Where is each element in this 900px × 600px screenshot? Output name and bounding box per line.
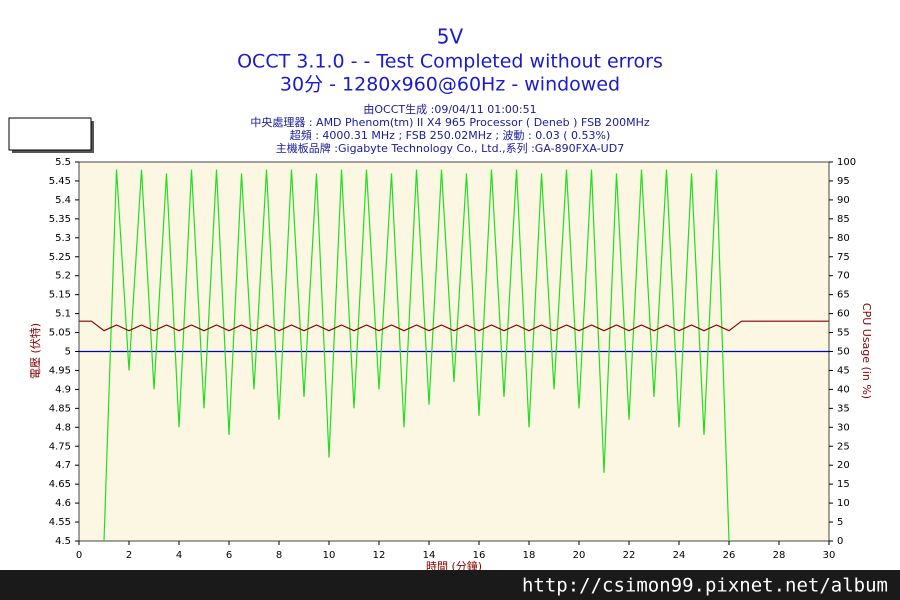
y-axis-label: 電壓 (伏特) bbox=[28, 323, 42, 379]
info-line: 由OCCT生成 :09/04/11 01:00:51 bbox=[363, 102, 536, 116]
y2-tick-label: 85 bbox=[837, 214, 850, 225]
info-line: 主機板品牌 :Gigabyte Technology Co., Ltd.,系列 … bbox=[276, 141, 624, 155]
y-tick-label: 4.95 bbox=[49, 365, 71, 376]
y-tick-label: 4.9 bbox=[55, 384, 71, 395]
y-tick-label: 5 bbox=[65, 347, 71, 358]
x-tick-label: 28 bbox=[773, 550, 786, 561]
chart-title: 5V bbox=[437, 25, 464, 49]
y-tick-label: 4.6 bbox=[55, 498, 71, 509]
y-tick-label: 4.7 bbox=[55, 460, 71, 471]
y2-tick-label: 35 bbox=[837, 403, 850, 414]
y2-tick-label: 30 bbox=[837, 422, 850, 433]
x-tick-label: 26 bbox=[723, 550, 736, 561]
watermark-bar bbox=[0, 570, 900, 600]
x-tick-label: 18 bbox=[523, 550, 536, 561]
y2-tick-label: 60 bbox=[837, 309, 850, 320]
y-tick-label: 5.15 bbox=[49, 290, 71, 301]
y-tick-label: 4.8 bbox=[55, 422, 71, 433]
y-tick-label: 4.55 bbox=[49, 517, 71, 528]
x-tick-label: 24 bbox=[673, 550, 686, 561]
y-tick-label: 4.5 bbox=[55, 536, 71, 547]
y2-tick-label: 90 bbox=[837, 195, 850, 206]
x-tick-label: 6 bbox=[226, 550, 232, 561]
y2-axis-label: CPU Usage (in %) bbox=[860, 303, 873, 399]
y2-tick-label: 100 bbox=[837, 157, 856, 168]
y-tick-label: 5.3 bbox=[55, 233, 71, 244]
x-tick-label: 10 bbox=[323, 550, 336, 561]
y-tick-label: 4.85 bbox=[49, 403, 71, 414]
y2-tick-label: 45 bbox=[837, 365, 850, 376]
info-line: 中央處理器 : AMD Phenom(tm) II X4 965 Process… bbox=[250, 115, 650, 129]
y-tick-label: 5.45 bbox=[49, 176, 71, 187]
x-tick-label: 14 bbox=[423, 550, 436, 561]
x-tick-label: 22 bbox=[623, 550, 636, 561]
y-tick-label: 5.35 bbox=[49, 214, 71, 225]
y2-tick-label: 0 bbox=[837, 536, 843, 547]
y2-tick-label: 50 bbox=[837, 347, 850, 358]
x-tick-label: 0 bbox=[76, 550, 82, 561]
x-tick-label: 2 bbox=[126, 550, 132, 561]
y2-tick-label: 5 bbox=[837, 517, 843, 528]
y2-tick-label: 80 bbox=[837, 233, 850, 244]
y-tick-label: 5.25 bbox=[49, 252, 71, 263]
y2-tick-label: 55 bbox=[837, 328, 850, 339]
series-line bbox=[79, 320, 829, 332]
x-tick-label: 4 bbox=[176, 550, 182, 561]
watermark: http://csimon99.pixnet.net/album bbox=[522, 575, 888, 597]
info-line: 超頻 : 4000.31 MHz ; FSB 250.02MHz ; 波動 : … bbox=[290, 128, 611, 142]
x-tick-label: 8 bbox=[276, 550, 282, 561]
y-tick-label: 5.5 bbox=[55, 157, 71, 168]
y2-tick-label: 20 bbox=[837, 460, 850, 471]
y-tick-label: 5.1 bbox=[55, 309, 71, 320]
y-tick-label: 4.75 bbox=[49, 441, 71, 452]
x-tick-label: 12 bbox=[373, 550, 386, 561]
legend bbox=[8, 117, 92, 151]
y2-tick-label: 25 bbox=[837, 441, 850, 452]
chart-subtitle: 30分 - 1280x960@60Hz - windowed bbox=[280, 74, 620, 96]
x-tick-label: 16 bbox=[473, 550, 486, 561]
x-tick-label: 20 bbox=[573, 550, 586, 561]
x-tick-label: 30 bbox=[823, 550, 836, 561]
y2-tick-label: 40 bbox=[837, 384, 850, 395]
y2-tick-label: 70 bbox=[837, 271, 850, 282]
y-tick-label: 5.2 bbox=[55, 271, 71, 282]
y2-tick-label: 95 bbox=[837, 176, 850, 187]
x-axis-label: 時間 (分鐘) bbox=[426, 559, 482, 573]
chart-subtitle: OCCT 3.1.0 - - Test Completed without er… bbox=[237, 51, 663, 73]
y2-tick-label: 75 bbox=[837, 252, 850, 263]
y2-tick-label: 65 bbox=[837, 290, 850, 301]
y-tick-label: 5.05 bbox=[49, 328, 71, 339]
y2-tick-label: 10 bbox=[837, 498, 850, 509]
y-tick-label: 5.4 bbox=[55, 195, 71, 206]
y-tick-label: 4.65 bbox=[49, 479, 71, 490]
y2-tick-label: 15 bbox=[837, 479, 850, 490]
